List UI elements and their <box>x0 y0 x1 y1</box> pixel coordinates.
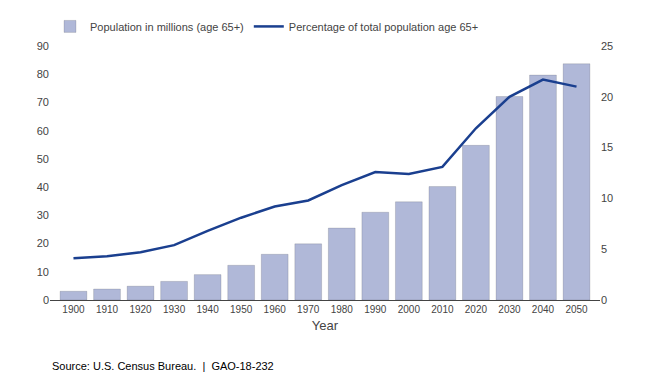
svg-text:50: 50 <box>37 153 49 165</box>
svg-text:1910: 1910 <box>96 304 119 315</box>
svg-text:2000: 2000 <box>398 304 421 315</box>
svg-text:2050: 2050 <box>565 304 588 315</box>
svg-text:Source: U.S. Census Bureau. |: Source: U.S. Census Bureau. | GAO-18-232 <box>52 360 274 372</box>
svg-text:20: 20 <box>601 91 613 103</box>
svg-text:1950: 1950 <box>230 304 253 315</box>
svg-text:2030: 2030 <box>498 304 521 315</box>
svg-text:1960: 1960 <box>264 304 287 315</box>
svg-text:2040: 2040 <box>532 304 555 315</box>
svg-text:10: 10 <box>37 266 49 278</box>
svg-text:2010: 2010 <box>431 304 454 315</box>
svg-text:5: 5 <box>601 243 607 255</box>
svg-text:1930: 1930 <box>163 304 186 315</box>
svg-text:80: 80 <box>37 68 49 80</box>
svg-text:0: 0 <box>43 294 49 306</box>
svg-text:40: 40 <box>37 181 49 193</box>
svg-text:20: 20 <box>37 237 49 249</box>
svg-text:1990: 1990 <box>364 304 387 315</box>
svg-text:30: 30 <box>37 209 49 221</box>
svg-text:1920: 1920 <box>129 304 152 315</box>
svg-text:60: 60 <box>37 125 49 137</box>
svg-text:Year: Year <box>312 318 339 333</box>
svg-text:1900: 1900 <box>62 304 85 315</box>
svg-text:Percentage of total population: Percentage of total population age 65+ <box>289 21 478 33</box>
svg-text:2020: 2020 <box>465 304 488 315</box>
svg-text:70: 70 <box>37 96 49 108</box>
svg-text:25: 25 <box>601 40 613 52</box>
svg-text:Population in millions (age 65: Population in millions (age 65+) <box>90 21 244 33</box>
svg-text:10: 10 <box>601 192 613 204</box>
svg-text:15: 15 <box>601 141 613 153</box>
svg-text:90: 90 <box>37 40 49 52</box>
svg-text:1980: 1980 <box>331 304 354 315</box>
svg-text:0: 0 <box>601 294 607 306</box>
svg-text:1970: 1970 <box>297 304 320 315</box>
svg-text:1940: 1940 <box>196 304 219 315</box>
